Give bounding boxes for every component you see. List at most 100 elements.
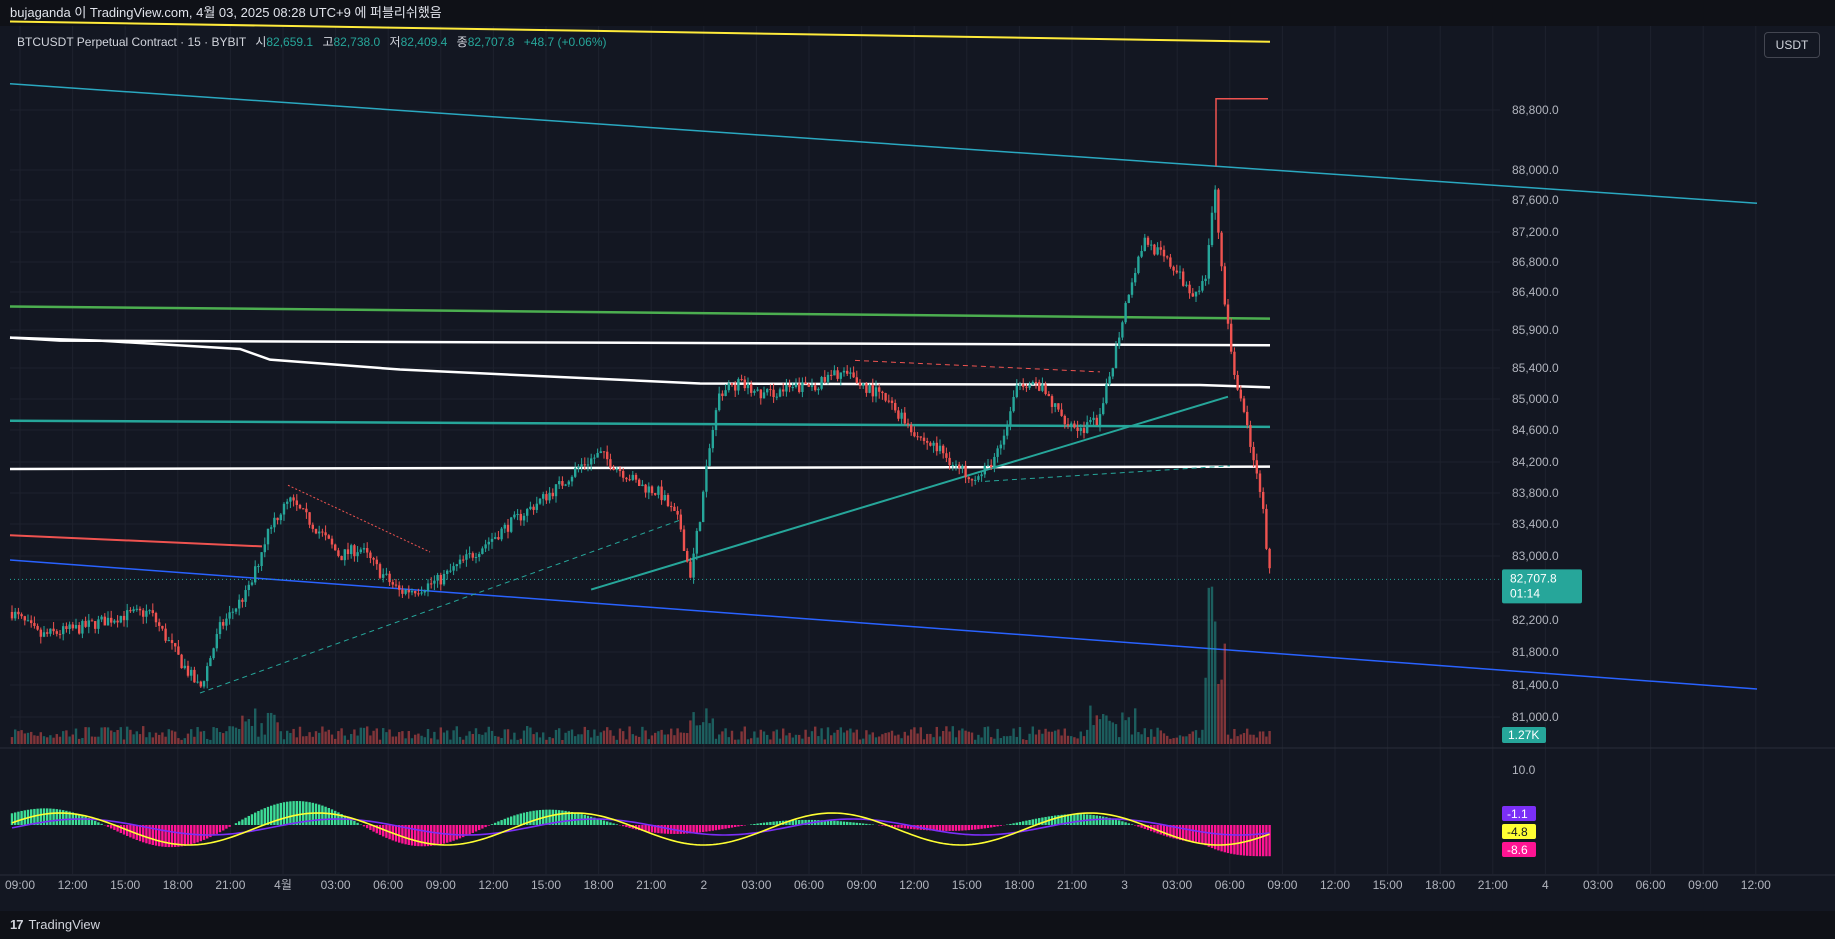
candle-body — [106, 617, 110, 626]
macd-histogram-bar — [602, 820, 606, 825]
macd-histogram-bar — [346, 817, 350, 825]
macd-histogram-bar — [561, 810, 564, 825]
macd-histogram-bar — [612, 823, 615, 825]
volume-bar — [391, 736, 394, 744]
volume-bar — [846, 730, 849, 744]
volume-bar — [826, 727, 830, 744]
volume-bar — [359, 727, 362, 744]
candle-body — [276, 517, 279, 521]
candle-body — [388, 573, 391, 583]
candle-body — [1137, 256, 1140, 274]
candle-body — [1031, 382, 1034, 385]
price-tick-label: 83,800.0 — [1512, 486, 1559, 500]
volume-bar — [711, 718, 714, 744]
candle-body — [961, 465, 964, 468]
macd-histogram-bar — [650, 825, 654, 833]
candle-body — [910, 424, 913, 433]
volume-bar — [897, 734, 900, 744]
macd-histogram-bar — [497, 821, 500, 825]
candle-body — [798, 383, 801, 392]
candle-body — [1239, 389, 1242, 399]
time-tick-label: 09:00 — [847, 878, 877, 892]
volume-bar — [1015, 736, 1018, 744]
macd-histogram-bar — [948, 825, 951, 831]
candle-body — [196, 681, 199, 683]
price-chart[interactable]: 88,800.0 88,000.0 87,600.0 87,200.0 86,800.0… — [0, 0, 1835, 911]
volume-bar — [398, 732, 401, 744]
macd-histogram-bar — [641, 825, 644, 831]
candle-body — [1028, 384, 1031, 388]
candle-body — [942, 445, 945, 454]
macd-histogram-bar — [362, 825, 366, 827]
volume-bar — [986, 726, 990, 744]
volume-bar — [1022, 739, 1025, 744]
volume-bar — [759, 729, 762, 744]
macd-histogram-bar — [711, 825, 714, 831]
candle-body — [1143, 237, 1146, 251]
volume-bar — [151, 737, 154, 744]
candle-body — [327, 535, 330, 539]
macd-histogram-bar — [270, 805, 273, 825]
time-tick-label: 03:00 — [741, 878, 771, 892]
volume-bar — [878, 736, 881, 744]
volume-bar — [1028, 733, 1031, 744]
volume-bar — [78, 738, 81, 744]
volume-bar — [1073, 737, 1076, 744]
symbol-name[interactable]: BTCUSDT Perpetual Contract · 15 · BYBIT — [17, 35, 246, 49]
volume-bar — [647, 739, 650, 744]
macd-histogram-bar — [164, 825, 167, 847]
time-tick-label: 2 — [700, 878, 707, 892]
volume-bar — [148, 732, 151, 744]
candle-body — [666, 495, 670, 507]
candle-body — [759, 389, 762, 399]
candle-body — [1121, 322, 1124, 338]
candle-body — [1111, 368, 1114, 377]
volume-bar — [1047, 731, 1050, 744]
macd-histogram-bar — [1111, 818, 1114, 825]
macd-histogram-bar — [1236, 825, 1239, 855]
volume-bar — [20, 730, 23, 744]
macd-histogram-bar — [737, 825, 740, 827]
volume-bar — [881, 734, 884, 744]
macd-histogram-bar — [548, 809, 551, 825]
volume-bar — [951, 726, 954, 744]
price-tick-label: 83,400.0 — [1512, 517, 1559, 531]
volume-bar — [423, 737, 426, 744]
volume-bar — [532, 734, 535, 744]
candle-body — [570, 476, 574, 482]
macd-histogram-bar — [295, 801, 298, 825]
volume-bar — [103, 727, 106, 744]
candle-body — [846, 370, 849, 374]
candle-body — [33, 623, 36, 626]
volume-bar — [167, 729, 170, 744]
macd-histogram-bar — [1063, 814, 1066, 825]
candle-body — [974, 479, 977, 481]
volume-bar — [1006, 736, 1009, 744]
macd-histogram-bar — [1102, 816, 1105, 825]
volume-bar — [1201, 729, 1204, 744]
volume-bar — [922, 739, 926, 744]
macd-histogram-bar — [1121, 821, 1124, 825]
macd-histogram-bar — [174, 825, 177, 847]
volume-bar — [17, 731, 20, 744]
volume-bar — [337, 731, 340, 744]
volume-bar — [855, 729, 858, 744]
time-tick-label: 18:00 — [584, 878, 614, 892]
volume-bar — [903, 731, 906, 744]
macd-histogram-bar — [1226, 825, 1230, 854]
macd-histogram-bar — [775, 821, 778, 825]
candle-body — [849, 372, 852, 374]
volume-bar — [660, 729, 663, 744]
volume-bar — [772, 731, 775, 744]
macd-histogram-bar — [1252, 825, 1255, 857]
candle-body — [506, 524, 510, 532]
volume-bar — [1252, 734, 1255, 744]
currency-button[interactable]: USDT — [1764, 32, 1820, 58]
macd-histogram-bar — [286, 801, 289, 825]
volume-bar — [577, 734, 580, 744]
macd-histogram-bar — [1012, 823, 1015, 825]
tradingview-logo[interactable]: 17 TradingView — [10, 911, 100, 939]
time-tick-label: 18:00 — [163, 878, 193, 892]
volume-bar — [644, 730, 647, 744]
brand-name: TradingView — [28, 917, 101, 932]
